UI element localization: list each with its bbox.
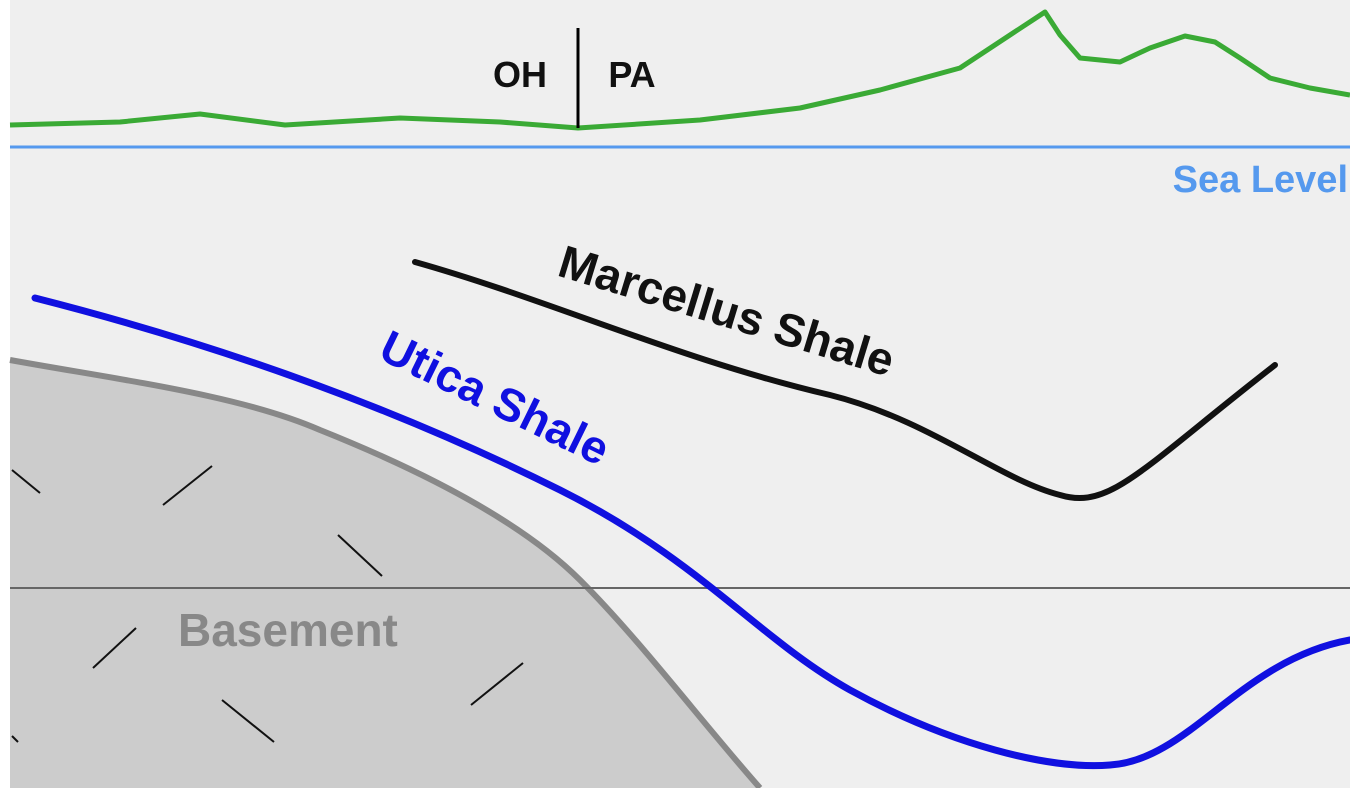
basement-body <box>10 360 760 788</box>
hatch-mark <box>11 735 19 743</box>
ground-surface-line <box>9 9 1350 131</box>
hatch-mark <box>11 469 41 494</box>
surface-fill <box>10 12 1350 147</box>
utica-shale-line <box>31 294 1350 770</box>
hatch-mark <box>470 662 524 706</box>
hatch-mark <box>92 627 137 669</box>
hatch-mark <box>337 534 383 577</box>
sea-level-label: Sea Level <box>1173 159 1348 201</box>
basement-hatch-marks <box>11 465 524 743</box>
basement-top-edge <box>9 357 763 788</box>
state-label-oh: OH <box>493 54 547 95</box>
hatch-mark <box>162 465 213 506</box>
hatch-mark <box>221 699 275 743</box>
state-label-pa: PA <box>608 54 655 95</box>
basement-label: Basement <box>178 604 398 656</box>
marcellus-shale-line <box>412 259 1278 501</box>
